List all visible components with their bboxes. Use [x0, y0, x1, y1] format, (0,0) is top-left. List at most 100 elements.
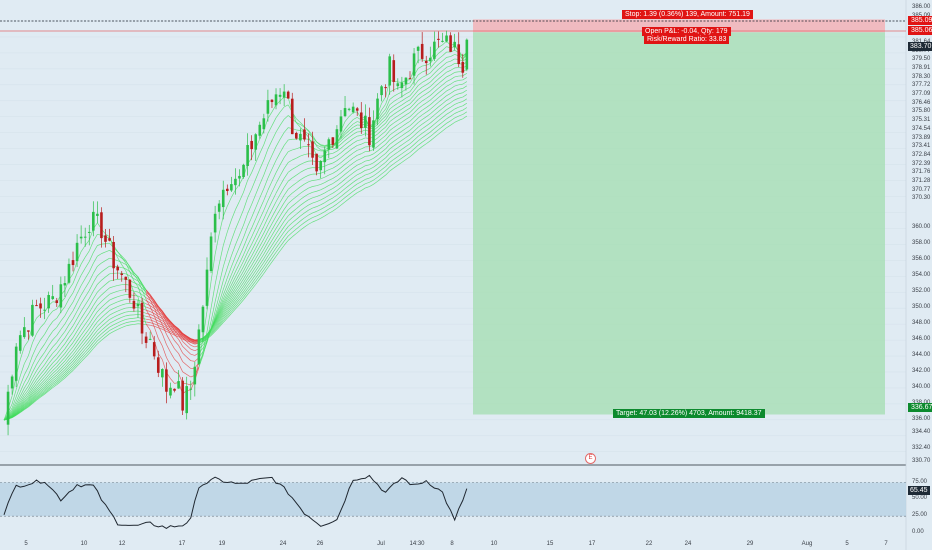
price-tick-label: 348.00	[912, 320, 931, 327]
price-tick-label: 334.40	[912, 428, 931, 435]
candle	[299, 133, 302, 141]
stop-label[interactable]: Stop: 1.39 (0.36%) 139, Amount: 751.19	[622, 10, 753, 19]
price-tick-label: 372.39	[912, 160, 931, 167]
price-tick-label: 354.00	[912, 272, 931, 279]
oscillator-tick-label: 25.00	[912, 512, 928, 519]
time-tick-label: 22	[645, 541, 653, 547]
candle	[136, 303, 140, 307]
price-tick-label: 372.84	[912, 151, 931, 158]
candle	[10, 376, 14, 389]
candle	[319, 160, 322, 171]
candle	[148, 338, 152, 340]
candle	[144, 336, 148, 343]
candle	[43, 309, 46, 311]
candle	[404, 77, 408, 85]
candle	[416, 46, 420, 51]
candle	[67, 263, 71, 283]
price-tick-label: 360.00	[912, 224, 931, 231]
time-tick-label: 5	[24, 541, 28, 547]
target-label[interactable]: Target: 47.03 (12.26%) 4703, Amount: 941…	[613, 409, 765, 418]
candle	[165, 369, 168, 392]
price-tick-label: 342.00	[912, 367, 931, 374]
candle	[437, 38, 440, 40]
candle	[290, 98, 294, 135]
candle	[457, 44, 461, 65]
candle	[400, 82, 404, 89]
time-tick-label: 7	[884, 541, 888, 547]
candle	[420, 43, 424, 59]
candle	[303, 129, 306, 140]
candle	[445, 35, 448, 42]
stop-price-tag: 385.09	[908, 16, 932, 25]
price-tick-label: 336.00	[912, 415, 931, 422]
candle	[124, 276, 128, 280]
risk-reward-label[interactable]: Risk/Reward Ratio: 33.83	[644, 35, 730, 44]
candle	[161, 369, 164, 378]
candle	[217, 203, 221, 212]
candle	[424, 60, 428, 64]
candle	[327, 139, 331, 150]
candle	[156, 357, 160, 373]
candle	[286, 91, 290, 99]
candle	[368, 117, 371, 146]
stop-zone	[473, 19, 885, 33]
candle	[238, 175, 241, 179]
candle	[18, 335, 22, 351]
price-tick-label: 330.70	[912, 458, 931, 465]
candle	[335, 129, 339, 149]
mid-price-tag: 383.70	[908, 42, 932, 51]
candle	[315, 153, 318, 172]
candle	[140, 302, 144, 334]
candle	[39, 303, 42, 309]
candle	[63, 283, 67, 286]
earnings-icon[interactable]: E	[585, 453, 596, 464]
candle	[128, 279, 132, 298]
candle	[282, 91, 286, 98]
candle	[364, 115, 367, 128]
candle	[339, 116, 343, 132]
candle	[258, 124, 262, 136]
candle	[392, 60, 396, 82]
candle	[226, 188, 229, 192]
time-tick-label: Jul	[377, 541, 385, 547]
candle	[380, 86, 383, 96]
oscillator-tick-label: 50.00	[912, 495, 928, 502]
candle	[311, 141, 314, 158]
candle	[323, 150, 327, 163]
price-tick-label: 375.31	[912, 117, 931, 124]
time-tick-label: 8	[450, 541, 454, 547]
candle	[453, 41, 456, 48]
price-tick-label: 376.46	[912, 99, 931, 106]
open-pnl-label[interactable]: Open P&L: -0.04, Qty: 179	[642, 27, 731, 36]
candle	[35, 305, 38, 307]
price-tick-label: 386.00	[912, 4, 931, 10]
oscillator-tick-label: 0.00	[912, 529, 924, 535]
candle	[246, 145, 249, 167]
price-tick-label: 358.00	[912, 240, 931, 247]
time-tick-label: 5	[845, 541, 849, 547]
candle	[104, 235, 107, 242]
candle	[270, 99, 274, 103]
candle	[412, 53, 416, 76]
price-tick-label: 371.28	[912, 178, 931, 184]
candle	[465, 39, 469, 70]
price-tick-label: 381.64	[912, 39, 930, 45]
price-tick-label: 373.89	[912, 134, 931, 141]
oscillator-line	[3, 474, 468, 529]
price-tick-label: 377.72	[912, 82, 931, 89]
candle	[343, 108, 347, 117]
candle	[132, 300, 136, 309]
price-tick-label: 352.00	[912, 288, 931, 295]
candle	[449, 35, 452, 52]
candle	[213, 213, 217, 233]
candle	[189, 388, 193, 390]
candle	[87, 231, 91, 233]
candle	[359, 112, 363, 129]
candle	[181, 380, 184, 411]
candle	[250, 140, 253, 150]
candle	[351, 106, 355, 113]
candle	[92, 211, 95, 231]
candle	[185, 386, 188, 414]
candle	[388, 56, 391, 86]
